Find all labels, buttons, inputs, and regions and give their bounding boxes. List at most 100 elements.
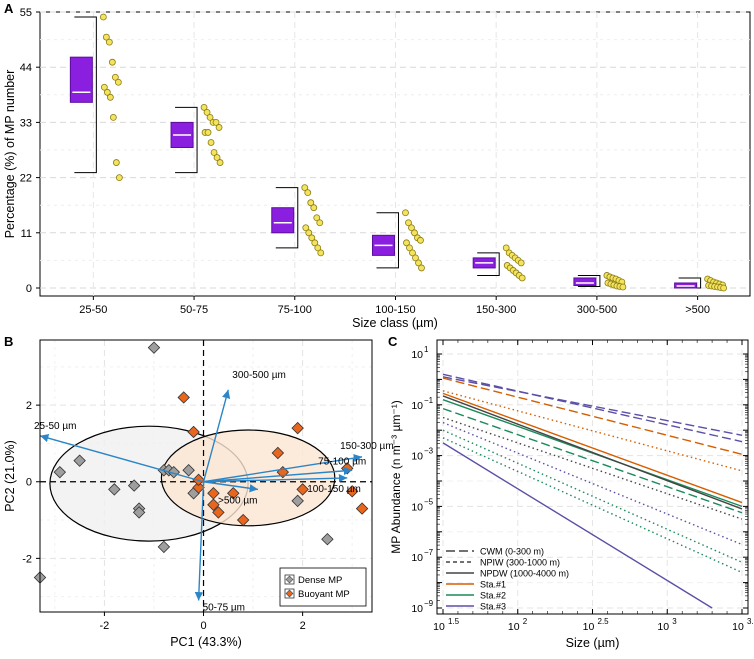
data-point — [406, 244, 413, 252]
data-point — [206, 113, 214, 121]
scatter-point — [108, 483, 121, 496]
x-tick-exponent: 3.5 — [747, 617, 754, 626]
data-point — [200, 103, 208, 111]
data-point — [310, 204, 318, 212]
loading-label: 50-75 µm — [203, 603, 245, 614]
x-tick-label: 25-50 — [79, 304, 107, 316]
y-tick-label: 22 — [20, 173, 32, 185]
loading-arrow — [194, 481, 205, 601]
x-tick-label: 0 — [200, 620, 206, 632]
scatter-point — [355, 502, 369, 515]
data-point — [307, 199, 315, 207]
series-line — [442, 407, 743, 514]
x-tick-label: 300-500 — [577, 304, 617, 316]
y-tick-label: 10 — [411, 451, 423, 463]
x-tick-label: 10 — [657, 621, 669, 633]
scatter-point — [177, 391, 190, 404]
data-point — [102, 33, 110, 41]
x-tick-exponent: 1.5 — [448, 617, 460, 626]
series-line — [442, 437, 743, 574]
data-point — [418, 264, 425, 272]
y-tick-label: 11 — [21, 228, 32, 240]
x-tick-label: 10 — [583, 621, 595, 633]
scatter-point — [73, 454, 86, 467]
y-axis-label: PC2 (21.0%) — [3, 440, 17, 512]
data-point — [304, 189, 312, 197]
x-tick-label: -2 — [100, 620, 110, 632]
series-line — [442, 429, 743, 563]
x-tick-label: 150-300 — [476, 304, 516, 316]
data-point — [100, 83, 108, 91]
loading-arrow — [202, 389, 231, 482]
data-point — [115, 174, 123, 182]
scatter-point — [321, 532, 334, 546]
y-tick-label: -2 — [22, 553, 32, 565]
series-line — [442, 373, 743, 443]
y-tick-label: 0 — [26, 477, 32, 489]
data-point — [313, 214, 321, 222]
data-point — [114, 78, 122, 86]
box-iqr — [573, 277, 597, 286]
loading-arrow — [203, 453, 363, 483]
data-point — [109, 113, 117, 121]
scatter-point — [167, 465, 181, 479]
scatter-point — [207, 487, 220, 500]
data-point — [213, 154, 221, 161]
scatter-point — [192, 481, 205, 494]
data-point — [412, 254, 419, 262]
y-tick-exponent: −7 — [424, 548, 434, 557]
x-tick-label: 10 — [732, 621, 744, 633]
box-whisker — [275, 187, 299, 249]
scatter-point — [212, 506, 225, 519]
x-tick-label: 100-150 — [375, 304, 415, 316]
data-point — [403, 239, 410, 247]
data-point — [105, 38, 113, 46]
y-tick-label: 10 — [411, 603, 423, 615]
data-point — [203, 108, 211, 116]
data-point — [305, 229, 313, 237]
loading-label: 300-500 µm — [232, 370, 286, 381]
box-whisker — [577, 274, 601, 287]
panel-label-c: C — [388, 334, 398, 349]
x-tick-label: 10 — [433, 621, 445, 633]
data-point — [720, 284, 728, 292]
x-tick-exponent: 2 — [523, 617, 528, 626]
loading-arrow — [39, 434, 204, 483]
data-point — [415, 259, 422, 267]
box-whisker — [477, 252, 500, 276]
data-point — [112, 159, 120, 166]
x-tick-exponent: 3 — [672, 617, 677, 626]
panel-b-frame — [39, 339, 373, 613]
data-point — [302, 224, 310, 232]
y-axis-label: Percentage (%) of MP number — [3, 70, 17, 239]
data-point — [405, 219, 412, 227]
scatter-point — [227, 487, 240, 500]
data-point — [111, 73, 119, 81]
legend-label: Sta.#1 — [480, 580, 506, 590]
data-point — [317, 249, 325, 257]
box-iqr — [271, 207, 295, 234]
loading-label: 100-150 µm — [307, 484, 361, 495]
scatter-point — [53, 465, 67, 479]
box-whisker — [376, 212, 399, 269]
scatter-point — [157, 540, 171, 554]
legend-label: Buoyant MP — [298, 589, 350, 600]
scatter-point — [291, 494, 304, 508]
x-axis-label: PC1 (43.3%) — [170, 635, 242, 649]
y-tick-label: 33 — [20, 117, 32, 129]
loading-arrow — [203, 466, 353, 483]
y-tick-exponent: −1 — [424, 396, 434, 405]
x-axis-label: Size (µm) — [566, 636, 620, 650]
data-point — [106, 93, 114, 101]
legend-label: NPDW (1000-4000 m) — [480, 569, 569, 579]
legend-label: Sta.#2 — [480, 591, 506, 601]
y-tick-label: 10 — [411, 501, 423, 513]
data-point — [210, 149, 218, 156]
series-line — [442, 376, 743, 436]
x-tick-label: >500 — [685, 304, 710, 316]
box-whisker — [175, 106, 198, 174]
scatter-point — [187, 425, 200, 439]
series-line — [442, 442, 713, 609]
legend-label: Dense MP — [298, 575, 342, 586]
legend-label: NPIW (300-1000 m) — [480, 558, 560, 568]
